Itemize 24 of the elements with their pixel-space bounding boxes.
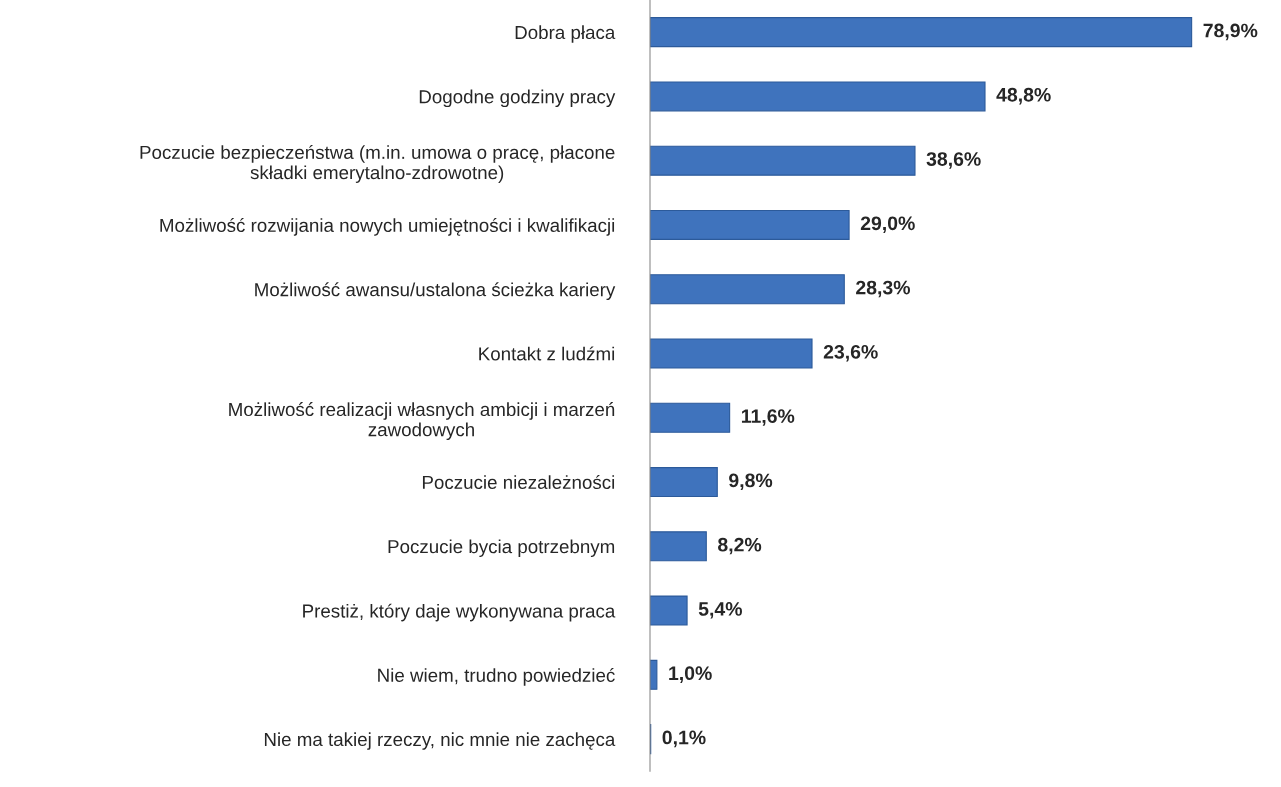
data-label: 1,0% [669,666,712,683]
y-tick-label: Dobra płaca [515,25,616,43]
data-label: 9,8% [729,473,773,491]
y-tick-label: Nie ma takiej rzeczy, nic mnie nie zachęca [264,732,616,750]
data-label: 48,8% [996,87,1051,105]
data-label: 78,9% [1203,23,1258,41]
y-tick-label: Poczucie bezpieczeństwa (m.in. umowa o pracę, płacone składki emerytalno-zdrowotne) [140,145,615,183]
y-tick-label: Możliwość rozwijania nowych umiejętności i kwalifikacji [160,218,615,236]
y-tick-label: Nie wiem, trudno powiedzieć [378,667,615,686]
data-label: 23,6% [823,344,878,362]
y-tick-label: Poczucie niezależności [422,475,615,490]
data-label: 11,6% [741,409,795,426]
data-label: 38,6% [926,152,981,169]
y-tick-label: Prestiż, który daje wykonywana praca [303,603,616,622]
data-label: 5,4% [698,602,742,619]
data-label: 0,1% [662,730,706,748]
y-tick-label: Poczucie bycia potrzebnym [388,539,615,557]
data-label: 29,0% [860,216,915,233]
data-label: 28,3% [856,280,911,298]
y-tick-label: Możliwość realizacji własnych ambicji i marzeń zawodowych [229,402,615,441]
y-tick-label: Możliwość awansu/ustalona ścieżka kariery [255,282,616,301]
y-tick-label: Kontakt z ludźmi [479,346,615,361]
y-tick-label: Dogodne godziny pracy [419,89,616,108]
data-label: 8,2% [718,537,762,555]
